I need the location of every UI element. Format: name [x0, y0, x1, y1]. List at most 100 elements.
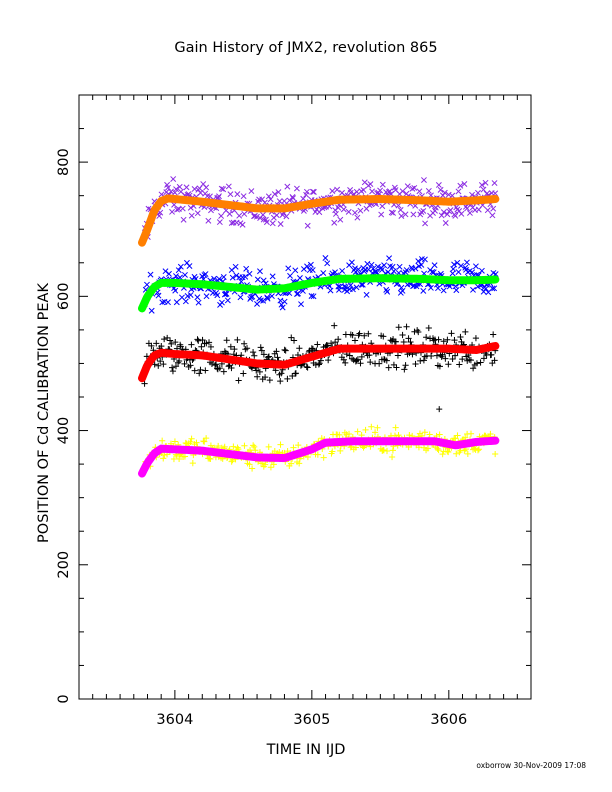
data-point-x [159, 299, 166, 306]
data-point-x [354, 214, 361, 221]
data-point-plus [253, 367, 260, 374]
data-point-plus [172, 339, 179, 346]
data-point-plus [265, 443, 272, 450]
data-point-x [355, 266, 362, 273]
data-point-x [357, 207, 364, 214]
footer-credit: oxborrow 30-Nov-2009 17:08 [476, 761, 586, 770]
data-point-plus [250, 442, 257, 449]
data-point-x [367, 181, 374, 188]
data-point-plus [161, 451, 168, 459]
y-tick-label: 600 [56, 282, 72, 310]
data-point-x [232, 263, 239, 270]
data-point-x [384, 288, 391, 295]
data-point-plus [274, 354, 281, 361]
data-point-x [386, 255, 393, 262]
data-point-plus [353, 357, 360, 364]
data-point-plus [188, 435, 195, 442]
data-point-plus [282, 347, 289, 354]
data-point-x [402, 211, 409, 218]
data-point-x [269, 220, 276, 227]
data-point-plus [354, 356, 361, 363]
data-point-plus [153, 340, 160, 347]
data-point-x [228, 220, 235, 226]
data-point-plus [158, 342, 165, 350]
data-point-plus [380, 333, 387, 340]
data-point-x [409, 185, 416, 192]
data-point-x [359, 281, 366, 288]
data-point-x [470, 286, 476, 293]
data-point-x [352, 265, 358, 272]
data-point-plus [474, 447, 482, 454]
data-point-plus [296, 345, 303, 352]
data-point-plus [336, 431, 343, 438]
data-point-plus [355, 332, 362, 339]
data-point-plus [228, 364, 235, 372]
data-point-plus [459, 356, 466, 363]
data-point-plus [308, 345, 315, 352]
data-point-x [438, 212, 445, 219]
data-point-plus [315, 361, 322, 368]
data-point-plus [403, 323, 410, 330]
data-point-plus [342, 359, 349, 367]
data-point-x [310, 293, 317, 300]
data-point-x [218, 299, 225, 306]
data-point-plus [457, 333, 464, 341]
data-point-plus [454, 432, 461, 439]
data-point-plus [290, 444, 297, 451]
data-point-plus [352, 444, 359, 451]
data-point-x [425, 187, 432, 194]
data-point-x [169, 208, 175, 215]
data-point-x [455, 269, 462, 276]
data-point-plus [303, 363, 310, 370]
data-point-plus [349, 331, 356, 339]
data-point-plus [435, 446, 442, 454]
data-point-plus [211, 362, 219, 369]
data-point-x [233, 272, 240, 279]
data-point-x [216, 219, 223, 226]
data-point-plus [251, 352, 258, 359]
trend-line [138, 436, 500, 478]
data-point-plus [417, 357, 424, 364]
data-point-x [173, 299, 180, 306]
data-point-plus [490, 331, 497, 338]
data-point-x [285, 265, 292, 272]
data-point-plus [320, 454, 327, 461]
data-point-plus [487, 430, 494, 438]
data-point-plus [168, 340, 175, 347]
data-point-x [203, 293, 210, 300]
data-point-x [452, 212, 459, 219]
data-point-plus [406, 431, 413, 439]
data-point-plus [335, 336, 342, 343]
data-point-plus [471, 445, 478, 452]
data-point-plus [169, 368, 177, 375]
data-point-x [469, 269, 476, 276]
data-point-x [225, 183, 232, 190]
y-tick-label: 400 [56, 417, 72, 445]
data-point-plus [461, 447, 468, 454]
data-point-x [155, 292, 162, 299]
data-point-x [396, 263, 403, 270]
data-point-x [173, 186, 180, 193]
data-point-x [176, 183, 183, 190]
data-point-x [457, 182, 464, 189]
data-point-x [445, 191, 452, 198]
data-point-plus [451, 352, 459, 359]
data-point-x [491, 180, 498, 186]
data-point-plus [241, 340, 248, 347]
data-point-plus [309, 345, 317, 353]
data-point-plus [234, 444, 241, 451]
data-point-plus [196, 370, 203, 377]
data-point-x [492, 190, 499, 197]
data-point-plus [435, 336, 442, 343]
data-point-plus [405, 335, 412, 342]
data-point-x [458, 262, 464, 269]
data-point-x [290, 195, 296, 202]
data-point-x [292, 267, 299, 274]
data-point-x [264, 295, 271, 302]
data-point-x [224, 297, 231, 304]
data-point-plus [295, 442, 302, 449]
data-point-plus [246, 461, 253, 468]
data-point-x [397, 206, 404, 213]
data-point-plus [420, 357, 428, 364]
data-point-plus [264, 354, 272, 361]
